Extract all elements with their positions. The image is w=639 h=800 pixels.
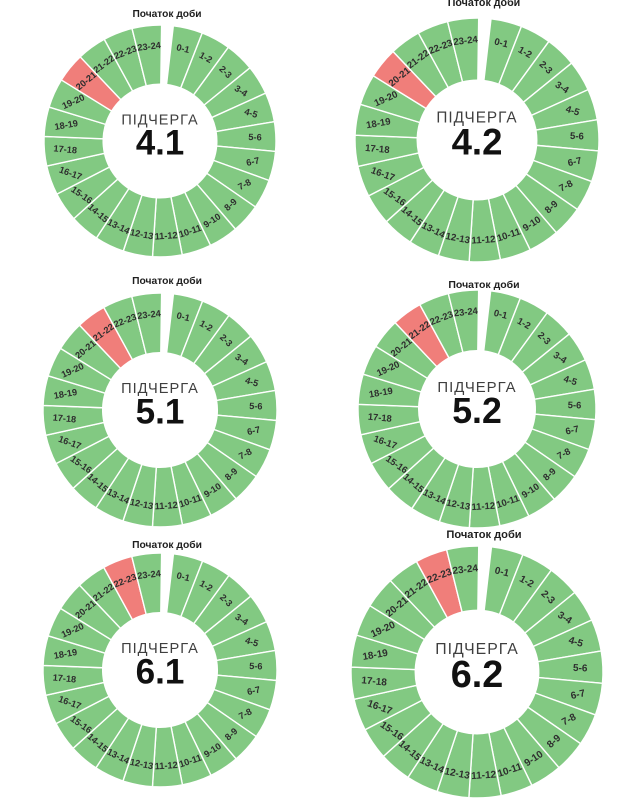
chart-5-1: Початок доби 0-1 1-2 2-3 3-4 4-5 5-6 6-7 7-8 8-9… [39, 276, 281, 531]
start-of-day-label: Початок доби [446, 529, 522, 541]
hour-label-11-12: 11-12 [154, 760, 178, 771]
hour-label-18-19: 18-19 [53, 647, 78, 661]
hour-label-5-6: 5-6 [573, 663, 588, 675]
hour-label-6-7: 6-7 [246, 684, 261, 697]
hour-label-0-1: 0-1 [493, 36, 510, 50]
center-label: ПІДЧЕРГА [121, 112, 198, 128]
hour-label-18-19: 18-19 [368, 385, 393, 400]
center-label: ПІДЧЕРГА [121, 381, 199, 397]
hour-label-11-12: 11-12 [471, 769, 497, 782]
hour-label-17-18: 17-18 [52, 412, 76, 424]
center-value: 5.1 [136, 393, 185, 432]
segment-23-24 [131, 24, 163, 87]
hour-label-5-6: 5-6 [249, 661, 263, 672]
hour-label-11-12: 11-12 [471, 234, 496, 247]
hour-label-6-7: 6-7 [567, 155, 583, 169]
chart-4-2: Початок доби 0-1 1-2 2-3 3-4 4-5 5-6 6-7 7-8 8-9… [351, 0, 603, 266]
hour-label-17-18: 17-18 [367, 411, 392, 424]
center-value: 6.2 [451, 654, 504, 696]
hour-label-18-19: 18-19 [53, 387, 78, 401]
hour-label-0-1: 0-1 [493, 307, 509, 321]
hour-label-18-19: 18-19 [365, 116, 391, 131]
center-value: 4.1 [136, 124, 184, 163]
segment-23-24 [131, 552, 163, 616]
chart-5-2: Початок доби 0-1 1-2 2-3 3-4 4-5 5-6 6-7 7-8 8-9… [354, 279, 600, 532]
center-value: 4.2 [452, 121, 503, 162]
donut-4-1: 0-11-22-33-44-55-66-77-88-99-1010-1111-1… [43, 24, 277, 258]
hour-label-5-6: 5-6 [248, 132, 262, 143]
chart-4-1: Початок доби 0-1 1-2 2-3 3-4 4-5 5-6 6-7 7-8 8-9… [40, 9, 280, 261]
start-of-day-label: Початок доби [132, 540, 202, 551]
hour-label-23-24: 23-24 [137, 308, 162, 321]
hour-label-12-13: 12-13 [129, 757, 154, 771]
hour-label-0-1: 0-1 [175, 42, 190, 55]
hour-label-5-6: 5-6 [249, 401, 263, 412]
hour-label-18-19: 18-19 [362, 648, 389, 663]
hour-label-11-12: 11-12 [471, 500, 495, 512]
start-of-day-label: Початок доби [448, 279, 520, 291]
hour-label-23-24: 23-24 [453, 305, 479, 319]
hour-label-4-5: 4-5 [244, 375, 260, 388]
segment-23-24 [445, 545, 480, 613]
hour-label-12-13: 12-13 [446, 497, 472, 512]
hour-label-4-5: 4-5 [244, 635, 260, 648]
hour-label-5-6: 5-6 [568, 399, 582, 411]
donut-6-1: 0-11-22-33-44-55-66-77-88-99-1010-1111-1… [42, 552, 278, 788]
hour-label-23-24: 23-24 [137, 40, 162, 53]
hour-label-18-19: 18-19 [54, 118, 79, 132]
segment-23-24 [446, 17, 480, 83]
hour-label-17-18: 17-18 [52, 672, 76, 684]
hour-label-11-12: 11-12 [154, 230, 178, 241]
hour-label-12-13: 12-13 [129, 227, 154, 241]
donut-6-2: 0-11-22-33-44-55-66-77-88-99-1010-1111-1… [350, 545, 604, 799]
hour-label-4-5: 4-5 [562, 373, 578, 387]
center-label: ПІДЧЕРГА [121, 641, 199, 657]
hour-label-0-1: 0-1 [493, 565, 510, 579]
center-value: 5.2 [452, 391, 502, 431]
chart-6-2: Початок доби 0-1 1-2 2-3 3-4 4-5 5-6 6-7 7-8 8-9… [347, 529, 607, 800]
hour-label-0-1: 0-1 [176, 570, 191, 583]
donut-4-2: 0-11-22-33-44-55-66-77-88-99-1010-1111-1… [354, 17, 600, 263]
hour-label-23-24: 23-24 [453, 34, 479, 48]
hour-label-12-13: 12-13 [129, 497, 154, 511]
segment-23-24 [131, 292, 163, 356]
hour-label-4-5: 4-5 [564, 104, 581, 119]
start-of-day-label: Початок доби [447, 0, 521, 9]
segment-23-24 [447, 289, 480, 354]
hour-label-6-7: 6-7 [246, 424, 261, 437]
hour-label-4-5: 4-5 [243, 106, 259, 119]
hour-label-12-13: 12-13 [443, 766, 471, 782]
hour-label-6-7: 6-7 [245, 155, 260, 168]
center-value: 6.1 [136, 653, 185, 692]
hour-label-6-7: 6-7 [564, 423, 580, 437]
center-label: ПІДЧЕРГА [437, 380, 516, 396]
center-label: ПІДЧЕРГА [436, 109, 517, 126]
hour-label-23-24: 23-24 [452, 563, 479, 577]
hour-label-17-18: 17-18 [53, 143, 77, 155]
donut-5-2: 0-11-22-33-44-55-66-77-88-99-1010-1111-1… [357, 289, 597, 529]
start-of-day-label: Початок доби [132, 9, 202, 20]
hour-label-17-18: 17-18 [365, 143, 391, 156]
hour-label-17-18: 17-18 [361, 675, 388, 688]
center-label: ПІДЧЕРГА [435, 641, 519, 658]
start-of-day-label: Початок доби [132, 276, 202, 287]
hour-label-23-24: 23-24 [137, 568, 162, 581]
chart-6-1: Початок доби 0-1 1-2 2-3 3-4 4-5 5-6 6-7 7-8 8-9… [39, 540, 281, 791]
hour-label-5-6: 5-6 [570, 131, 584, 143]
donut-5-1: 0-11-22-33-44-55-66-77-88-99-1010-1111-1… [42, 292, 278, 528]
hour-label-0-1: 0-1 [176, 310, 191, 323]
hour-label-11-12: 11-12 [154, 500, 178, 511]
hour-label-12-13: 12-13 [445, 231, 471, 247]
hour-label-4-5: 4-5 [567, 635, 584, 650]
hour-label-6-7: 6-7 [570, 688, 587, 702]
